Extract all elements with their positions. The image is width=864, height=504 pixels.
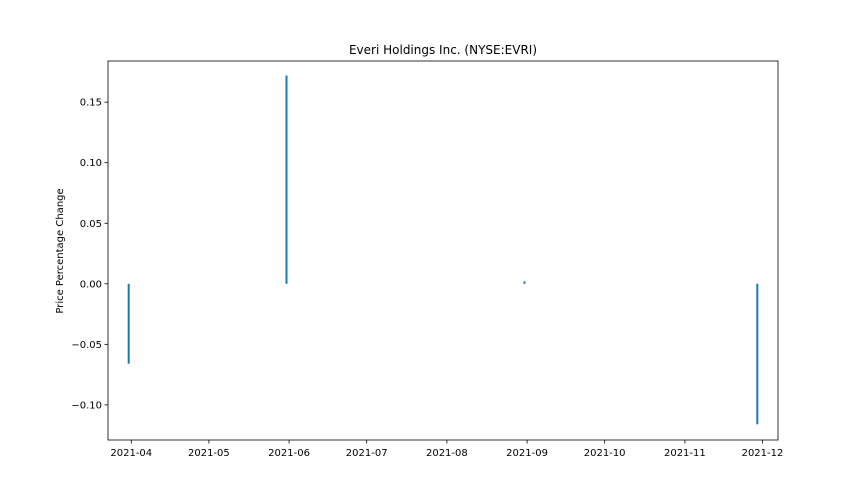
bar-3	[756, 283, 759, 425]
chart-title: Everi Holdings Inc. (NYSE:EVRI)	[349, 43, 537, 57]
y-axis: −0.10 −0.05 0.00 0.05 0.10 0.15	[71, 98, 108, 411]
plot-frame	[107, 60, 779, 441]
x-tick-label-2: 2021-06	[268, 448, 310, 459]
y-tick-label-3: 0.05	[80, 219, 102, 230]
x-tick-label-8: 2021-12	[742, 448, 784, 459]
y-tick-label-0: −0.10	[71, 400, 102, 411]
x-tick-label-7: 2021-11	[664, 448, 706, 459]
y-tick-label-5: 0.15	[80, 98, 102, 109]
x-tick-label-1: 2021-05	[188, 448, 230, 459]
bar-2	[523, 281, 526, 284]
x-tick-label-4: 2021-08	[426, 448, 468, 459]
y-tick-label-4: 0.10	[80, 158, 102, 169]
x-tick-label-6: 2021-10	[584, 448, 626, 459]
x-tick-label-3: 2021-07	[346, 448, 388, 459]
bar-0	[127, 283, 130, 364]
x-axis: 2021-04 2021-05 2021-06 2021-07 2021-08 2021-…	[110, 440, 783, 459]
y-tick-label-1: −0.05	[71, 340, 102, 351]
x-tick-label-5: 2021-09	[506, 448, 548, 459]
x-tick-label-0: 2021-04	[110, 448, 152, 459]
bars-group	[127, 75, 759, 425]
y-tick-label-2: 0.00	[80, 279, 102, 290]
y-axis-label: Price Percentage Change	[55, 188, 66, 313]
bar-1	[285, 75, 288, 284]
